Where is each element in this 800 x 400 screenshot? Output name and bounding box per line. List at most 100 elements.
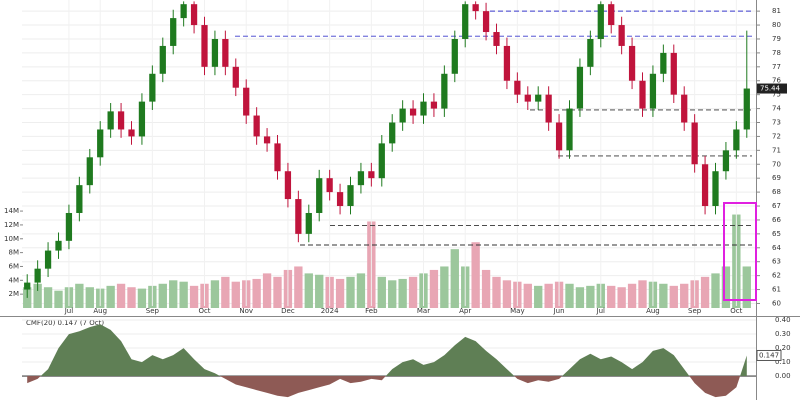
- x-tick-label: May: [510, 307, 524, 315]
- candle-body: [253, 115, 260, 137]
- candle-body: [274, 143, 281, 172]
- candle-body: [566, 108, 573, 151]
- volume-bar: [388, 280, 397, 308]
- x-tick-label: Feb: [365, 307, 378, 315]
- volume-tick-label: 12M: [4, 221, 19, 229]
- candle-body: [222, 38, 229, 67]
- volume-bar: [75, 283, 84, 308]
- candle-body: [76, 185, 83, 213]
- y-tick-label: 79: [772, 35, 781, 43]
- candle-body: [597, 4, 604, 39]
- candle-body: [545, 94, 552, 123]
- candle-body: [34, 268, 41, 283]
- volume-bar: [137, 288, 147, 308]
- candle-body: [295, 199, 302, 234]
- y-tick-label: 72: [772, 132, 781, 140]
- candle-body: [55, 240, 62, 251]
- candle-body: [618, 25, 625, 46]
- y-tick-label: 74: [772, 105, 781, 113]
- volume-bar: [127, 287, 136, 308]
- volume-bar: [669, 285, 678, 308]
- volume-bar: [221, 276, 230, 308]
- volume-bar: [294, 266, 303, 308]
- volume-bar: [627, 283, 637, 308]
- candle-body: [514, 80, 521, 95]
- candle-body: [660, 52, 667, 74]
- volume-bar: [54, 290, 63, 308]
- volume-bar: [711, 273, 720, 308]
- volume-bar: [617, 287, 626, 308]
- x-tick-label: 2024: [321, 307, 339, 315]
- candle-body: [430, 101, 438, 109]
- candle-body: [670, 52, 677, 95]
- candle-body: [743, 88, 750, 130]
- candle-body: [472, 4, 479, 12]
- volume-tick-label: 4M: [9, 276, 20, 284]
- highlight-box: [723, 202, 757, 301]
- candle-body: [170, 18, 177, 46]
- candle-body: [576, 66, 584, 109]
- candle-body: [503, 45, 511, 81]
- candle-body: [482, 11, 490, 33]
- candle-body: [368, 171, 375, 179]
- candle-body: [159, 45, 166, 74]
- volume-bar: [440, 266, 449, 308]
- y-tick-label: 60: [772, 299, 781, 307]
- x-tick-label: Jul: [596, 307, 606, 315]
- candle-body: [451, 38, 458, 74]
- volume-tick-label: 6M: [9, 262, 20, 270]
- y-tick-label: 70: [772, 160, 781, 168]
- candle-body: [389, 122, 396, 144]
- y-tick-label: 64: [772, 244, 781, 252]
- last-price-label: 75.44: [760, 85, 781, 93]
- candle-body: [524, 94, 531, 102]
- candle-body: [180, 4, 187, 19]
- candle-body: [691, 122, 698, 165]
- volume-bar: [43, 287, 53, 308]
- candle-body: [190, 4, 198, 26]
- volume-bar: [659, 283, 668, 308]
- candle-body: [201, 25, 208, 67]
- volume-bar: [565, 283, 574, 308]
- candle-body: [733, 129, 740, 151]
- volume-bar: [502, 280, 512, 308]
- volume-tick-label: 8M: [9, 249, 20, 257]
- volume-bar: [33, 283, 42, 308]
- volume-bar: [356, 273, 366, 308]
- candle-body: [409, 108, 417, 116]
- candle-body: [107, 111, 114, 130]
- x-tick-label: Sep: [146, 307, 160, 315]
- candle-body: [316, 178, 323, 213]
- volume-bar: [179, 281, 188, 308]
- y-tick-label: 80: [772, 21, 781, 29]
- candle-body: [232, 66, 239, 88]
- candle-body: [712, 171, 719, 207]
- candle-body: [284, 171, 292, 200]
- volume-bar: [534, 285, 543, 308]
- y-tick-label: 78: [772, 49, 781, 57]
- candle-body: [587, 38, 594, 67]
- cmf-tick-label: 0.10: [775, 358, 791, 366]
- candle-body: [211, 38, 219, 67]
- volume-bar: [116, 283, 126, 308]
- volume-bar: [231, 281, 240, 308]
- candle-body: [336, 192, 344, 207]
- volume-bar: [158, 283, 167, 308]
- x-tick-label: Jul: [64, 307, 74, 315]
- candle-body: [649, 73, 657, 109]
- volume-bar: [252, 278, 261, 308]
- volume-bar: [315, 274, 324, 308]
- y-tick-label: 65: [772, 230, 781, 238]
- last-price-box: [757, 83, 787, 94]
- x-tick-label: Dec: [281, 307, 295, 315]
- volume-bar: [575, 287, 585, 308]
- candle-body: [347, 185, 354, 207]
- candle-body: [117, 111, 125, 130]
- candle-body: [65, 212, 73, 241]
- volume-bar: [742, 266, 751, 308]
- volume-bar: [471, 242, 480, 308]
- volume-bar: [346, 276, 355, 308]
- volume-bar: [189, 285, 199, 308]
- volume-tick-label: 2M: [9, 290, 20, 298]
